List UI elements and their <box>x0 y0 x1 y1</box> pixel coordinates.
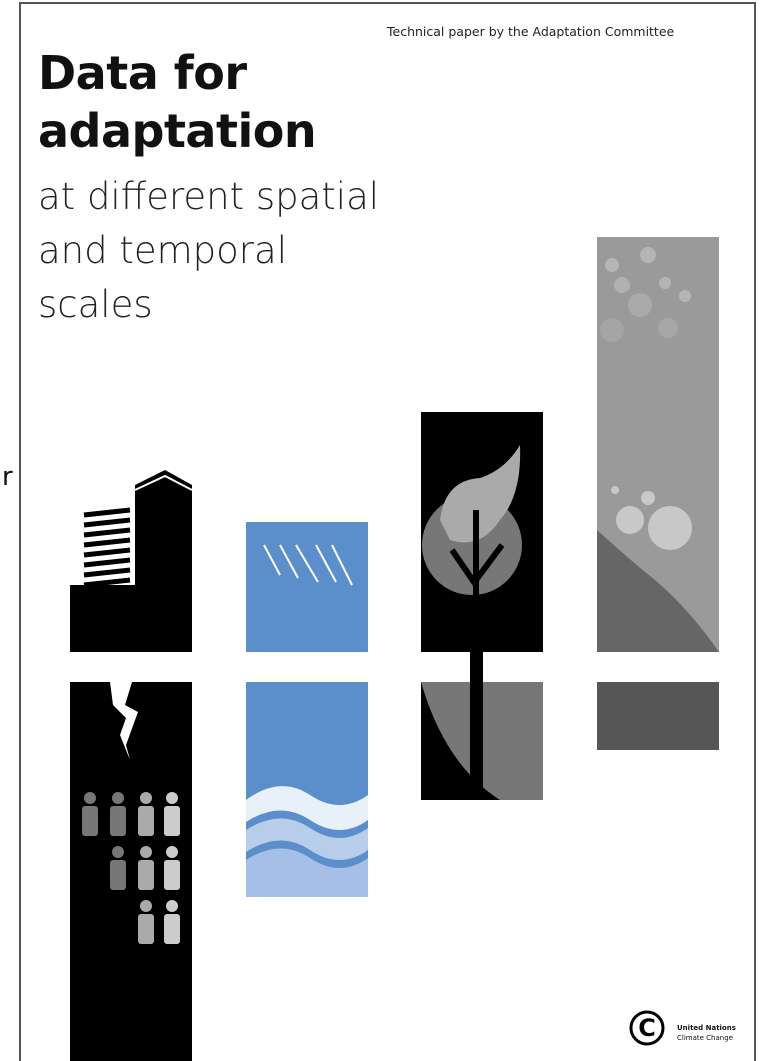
publisher: United Nations Climate Change <box>677 1023 736 1043</box>
title-line: adaptation <box>38 102 316 160</box>
subtitle-line: and temporal <box>38 224 379 278</box>
subtitle-line: at different spatial <box>38 170 379 224</box>
subtitle: at different spatial and temporal scales <box>38 170 379 332</box>
publisher-line: United Nations <box>677 1023 736 1033</box>
publisher-line: Climate Change <box>677 1033 736 1043</box>
svg-text:C: C <box>638 1014 656 1042</box>
title: Data for adaptation <box>38 44 316 160</box>
series-label: Technical paper by the Adaptation Commit… <box>387 24 674 39</box>
subtitle-line: scales <box>38 278 379 332</box>
page: r <box>0 0 769 1061</box>
title-line: Data for <box>38 44 316 102</box>
